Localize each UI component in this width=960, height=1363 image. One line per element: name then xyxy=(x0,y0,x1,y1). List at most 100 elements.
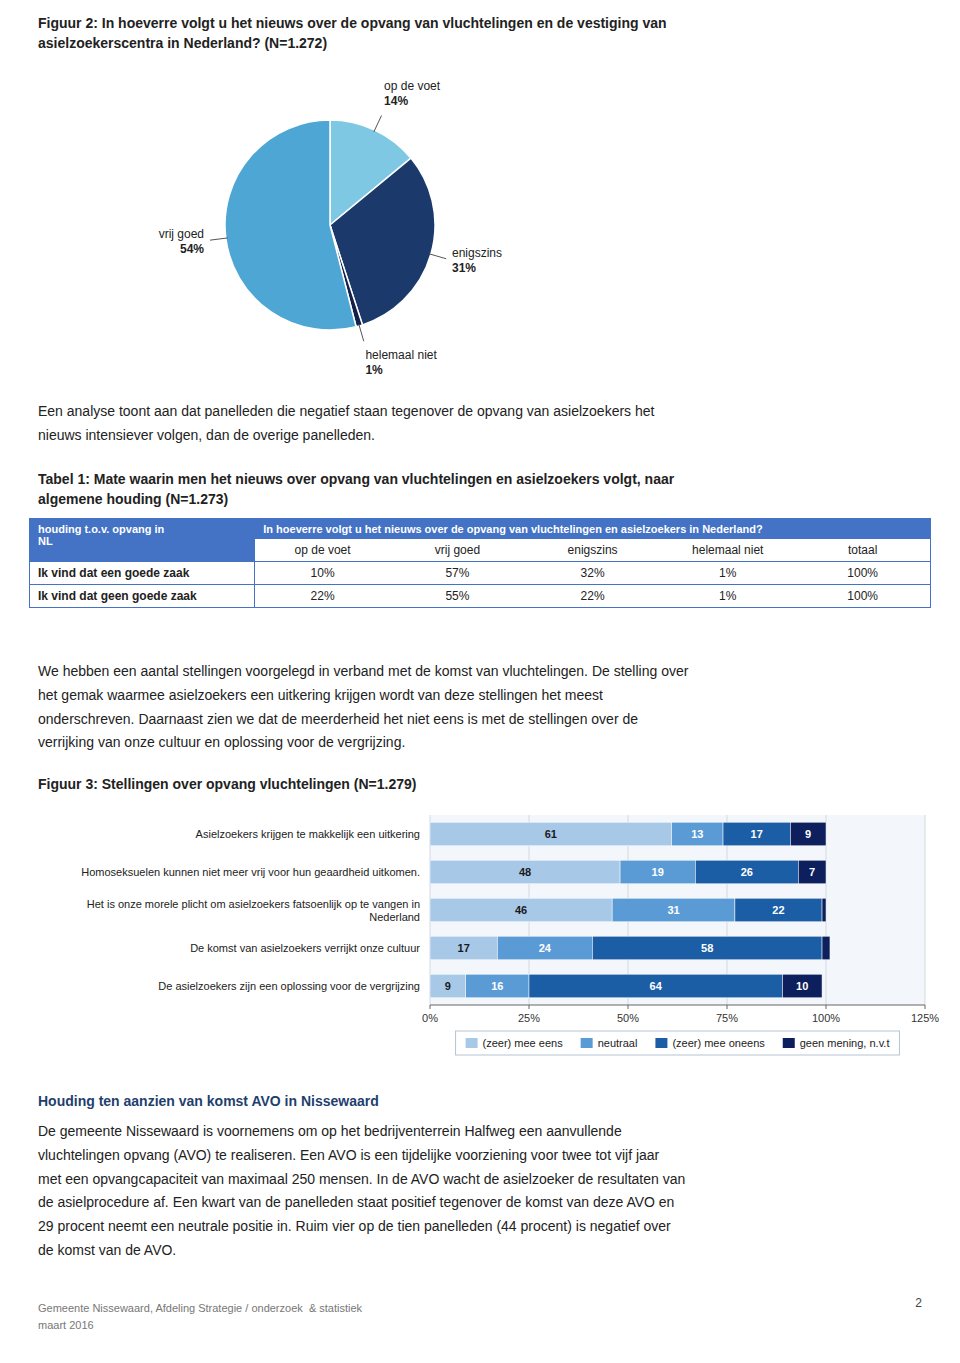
data-label: 19 xyxy=(652,866,664,878)
pie-slice xyxy=(225,120,356,330)
column-header: helemaal niet xyxy=(660,539,795,562)
column-group: In hoeverre volgt u het nieuws over de o… xyxy=(255,519,931,540)
page-number: 2 xyxy=(915,1296,922,1310)
tick-label: 50% xyxy=(617,1012,639,1024)
category-label: Asielzoekers krijgen te makkelijk een ui… xyxy=(196,828,420,840)
legend-swatch xyxy=(783,1038,795,1048)
category-label: De asielzoekers zijn een oplossing voor … xyxy=(158,980,420,992)
tick-mark xyxy=(925,1005,926,1009)
data-label: 7 xyxy=(809,866,815,878)
bar-segment xyxy=(592,936,822,960)
bar-segment xyxy=(430,822,672,846)
table-row: Ik vind dat geen goede zaak22%55%22%1%10… xyxy=(30,585,931,608)
data-label: 26 xyxy=(741,866,753,878)
tick-label: 125% xyxy=(911,1012,939,1024)
data-label: 17 xyxy=(458,942,470,954)
tick-label: 100% xyxy=(812,1012,840,1024)
footer: Gemeente Nissewaard, Afdeling Strategie … xyxy=(38,1300,362,1333)
legend-label: neutraal xyxy=(598,1037,638,1049)
legend-item: (zeer) mee oneens xyxy=(655,1037,765,1049)
category-line: Asielzoekers krijgen te makkelijk een ui… xyxy=(196,828,420,840)
table-cell: 22% xyxy=(255,585,390,608)
column-header: op de voet xyxy=(255,539,390,562)
bar-segment xyxy=(822,898,826,922)
data-label: 46 xyxy=(515,904,527,916)
leader-line xyxy=(359,324,364,341)
x-axis: 0% 25% 50% 75% 100% 125% xyxy=(422,1005,939,1024)
tick-mark xyxy=(628,1005,629,1009)
plot-background xyxy=(430,815,925,1005)
table-cell: 57% xyxy=(390,562,525,585)
legend-item: geen mening, n.v.t xyxy=(783,1037,890,1049)
bar-segment xyxy=(430,898,612,922)
table-cell: 10% xyxy=(255,562,390,585)
tick-mark xyxy=(826,1005,827,1009)
category-line: Het is onze morele plicht om asielzoeker… xyxy=(87,898,420,910)
bars xyxy=(430,822,830,998)
tick-mark xyxy=(529,1005,530,1009)
bar-segment xyxy=(723,822,790,846)
bar-segment xyxy=(529,974,782,998)
row-header: houding t.o.v. opvang in NL xyxy=(30,519,255,562)
data-label: 64 xyxy=(650,980,663,992)
axis-line xyxy=(430,1005,925,1006)
chart-title: Figuur 3: Stellingen over opvang vluchte… xyxy=(38,775,416,795)
table-header-row: houding t.o.v. opvang in NLIn hoeverre v… xyxy=(30,519,931,540)
tick-label: 25% xyxy=(518,1012,540,1024)
pie-slices xyxy=(225,120,435,330)
data-label: 22 xyxy=(772,904,784,916)
bar-segment xyxy=(430,936,497,960)
tick-label: 75% xyxy=(716,1012,738,1024)
slice-label: vrij goed xyxy=(159,227,204,241)
chart-title: Figuur 2: In hoeverre volgt u het nieuws… xyxy=(38,14,667,53)
legend-label: geen mening, n.v.t xyxy=(800,1037,890,1049)
data-label: 9 xyxy=(805,828,811,840)
bar-segment xyxy=(620,860,695,884)
legend-item: neutraal xyxy=(581,1037,638,1049)
bar-segment xyxy=(430,860,620,884)
row-name: Ik vind dat geen goede zaak xyxy=(30,585,255,608)
data-labels: 611317948192674631221724589166410 xyxy=(445,828,815,992)
legend-box xyxy=(456,1031,900,1055)
category-label: Homoseksuelen kunnen niet meer vrij voor… xyxy=(81,866,420,878)
category-label: De komst van asielzoekers verrijkt onze … xyxy=(190,942,420,954)
section-title: Houding ten aanzien van komst AVO in Nis… xyxy=(38,1092,379,1112)
grid xyxy=(430,815,925,1005)
bar-chart: 6113179481926746312217245891664100%25%50… xyxy=(0,805,960,1085)
legend-item: (zeer) mee eens xyxy=(466,1037,564,1049)
table-cell: 100% xyxy=(795,562,930,585)
column-header: enigszins xyxy=(525,539,660,562)
bar-segment xyxy=(497,936,592,960)
slice-label: enigszins xyxy=(452,246,502,260)
table-row: Ik vind dat een goede zaak10%57%32%1%100… xyxy=(30,562,931,585)
bar-segment xyxy=(466,974,529,998)
tick-label: 0% xyxy=(422,1012,438,1024)
data-label: 31% xyxy=(452,261,476,275)
paragraph: Een analyse toont aan dat panelleden die… xyxy=(38,400,654,448)
data-label: 61 xyxy=(545,828,557,840)
data-label: 54% xyxy=(180,242,204,256)
category-line: De asielzoekers zijn een oplossing voor … xyxy=(158,980,420,992)
legend-label: (zeer) mee oneens xyxy=(672,1037,765,1049)
data-label: 48 xyxy=(519,866,531,878)
data-label: 31 xyxy=(667,904,679,916)
slice-label: op de voet xyxy=(384,79,441,93)
bar-segment xyxy=(430,974,466,998)
category-line: Homoseksuelen kunnen niet meer vrij voor… xyxy=(81,866,420,878)
row-name: Ik vind dat een goede zaak xyxy=(30,562,255,585)
table-cell: 32% xyxy=(525,562,660,585)
column-header: vrij goed xyxy=(390,539,525,562)
data-label: 58 xyxy=(701,942,713,954)
category-line: De komst van asielzoekers verrijkt onze … xyxy=(190,942,420,954)
legend-swatch xyxy=(581,1038,593,1048)
data-label: 13 xyxy=(691,828,703,840)
category-label: Het is onze morele plicht om asielzoeker… xyxy=(87,898,420,923)
table-title: Tabel 1: Mate waarin men het nieuws over… xyxy=(38,470,674,509)
leader-line xyxy=(210,238,228,240)
page: Figuur 2: In hoeverre volgt u het nieuws… xyxy=(0,0,960,1363)
data-label: 1% xyxy=(365,363,383,377)
legend-swatch xyxy=(655,1038,667,1048)
table-cell: 1% xyxy=(660,585,795,608)
pie-labels: op de voet14%enigszins31%helemaal niet1%… xyxy=(159,79,502,377)
leader-line xyxy=(374,116,382,132)
